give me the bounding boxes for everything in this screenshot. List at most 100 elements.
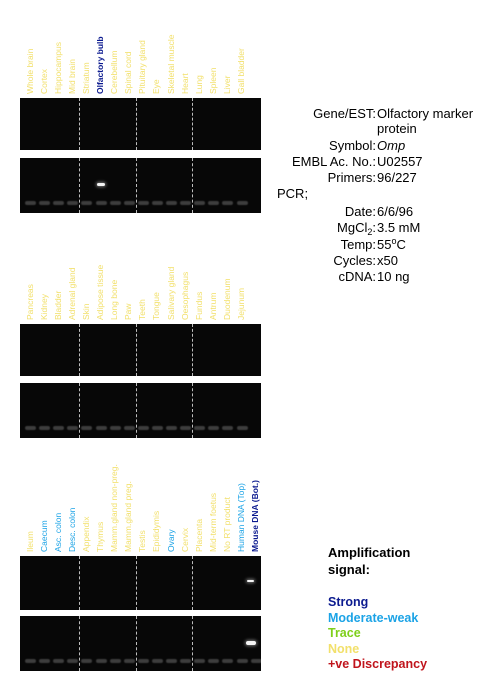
lane-group-divider [192,383,194,438]
lane-label: Eye [151,79,162,94]
lane-group-divider [135,158,137,213]
lane-label: Adipose tissue [95,264,105,320]
gene-label: Gene/EST: [313,106,376,121]
lane-label: Antrum [207,292,218,320]
lane-group-divider [135,98,137,150]
lane-label: Bladder [52,290,63,320]
cycles-label: Cycles: [333,253,376,268]
lane-label: Ovary [165,529,176,552]
primer-band [53,659,65,663]
amplification-band [96,183,105,187]
primer-band [81,426,93,430]
lane-label: Olfactory bulb [95,36,105,94]
gel-image-panel-2-bottom [20,383,261,438]
lane-label: Cerebellum [109,50,120,94]
lane-label: Cortex [38,68,49,94]
lane-group-divider [135,324,137,376]
lane-label: Spleen [207,67,218,94]
primer-band [236,426,248,430]
gel-image-panel-2-top [20,324,261,376]
legend-item-strong: Strong [328,595,369,609]
lane-label: Long bone [109,279,120,320]
cdna-label: cDNA: [338,269,376,284]
primer-band [180,201,192,205]
primer-band [236,659,248,663]
lane-label: Pituitary gland [137,40,148,94]
lane-label: Adrenal gland [66,267,77,320]
amplification-band [245,641,256,646]
symbol-value: Omp [377,138,406,153]
lane-group-divider [79,324,81,376]
lane-label: Spinal cord [123,51,134,94]
lane-label: Mouse DNA (Bot.) [250,480,261,552]
primers-label: Primers: [327,170,376,185]
gel-image-panel-1-bottom [20,158,261,213]
lane-group-divider [79,158,81,213]
lane-label: Desc. colon [66,507,77,552]
primer-band [166,201,177,205]
lane-label: Paw [123,303,134,320]
lane-label: Mid-term foetus [207,492,218,552]
embl-value: U02557 [377,154,423,169]
lane-group-divider [135,383,137,438]
lane-label: Mid brain [66,59,77,94]
primer-band [109,426,121,430]
lane-label: Lung [193,75,204,94]
legend-item-trace: Trace [328,626,361,640]
lane-label: Kidney [38,294,49,320]
lane-group-divider [192,616,194,671]
primer-band [109,659,121,663]
primer-band [194,426,206,430]
lane-label: Caecum [38,520,49,552]
primer-band [39,659,51,663]
lane-group-divider [79,556,81,610]
primer-band [39,201,51,205]
lane-label: Mamm.gland preg. [123,481,134,552]
legend-title: Amplification signal: [328,545,411,577]
lane-group-divider [135,616,137,671]
primer-band [151,426,163,430]
amplification-band [247,579,255,582]
lane-label: Testis [137,530,148,552]
primer-band [81,659,93,663]
gel-image-panel-1-top [20,98,261,150]
primer-band [166,659,177,663]
temp-value: 55oC [377,236,406,253]
primer-band [180,659,192,663]
lane-label: Heart [179,73,190,94]
gel-image-panel-3-top [20,556,261,610]
primer-band [180,426,192,430]
lane-label: Jejunum [236,287,246,320]
lane-label: Oesophagus [179,271,190,320]
lane-label: Fundus [193,291,204,320]
primers-value: 96/227 [377,170,417,185]
lane-label: No RT product [221,497,232,552]
primer-band [95,659,107,663]
primer-band [250,659,261,663]
lane-group-divider [192,324,194,376]
lane-label: Appendix [80,516,91,552]
primer-band [222,201,234,205]
lane-label: Salivary gland [165,266,176,320]
embl-label: EMBL Ac. No.: [291,154,376,169]
mgcl-value: 3.5 mM [377,220,421,235]
pcr-info-block: Gene/EST: Olfactory marker protein Symbo… [270,106,500,296]
primer-band [222,659,234,663]
primer-band [137,201,149,205]
primer-band [166,426,177,430]
lane-label: Gall bladder [236,48,246,94]
primer-band [95,426,107,430]
lane-label: Human DNA (Top) [236,483,246,552]
legend-item-moderate-weak: Moderate-weak [328,610,419,625]
primer-band [25,659,36,663]
symbol-label: Symbol: [329,138,376,153]
primer-band [123,426,135,430]
lane-label: Striatum [80,62,91,94]
lane-label: Tongue [151,292,162,320]
primer-band [151,201,163,205]
primer-band [53,201,65,205]
primer-band [123,659,135,663]
lane-label: Epididymis [151,510,162,552]
lane-label: Ileum [24,531,35,552]
lane-label: Hippocampus [52,42,63,94]
